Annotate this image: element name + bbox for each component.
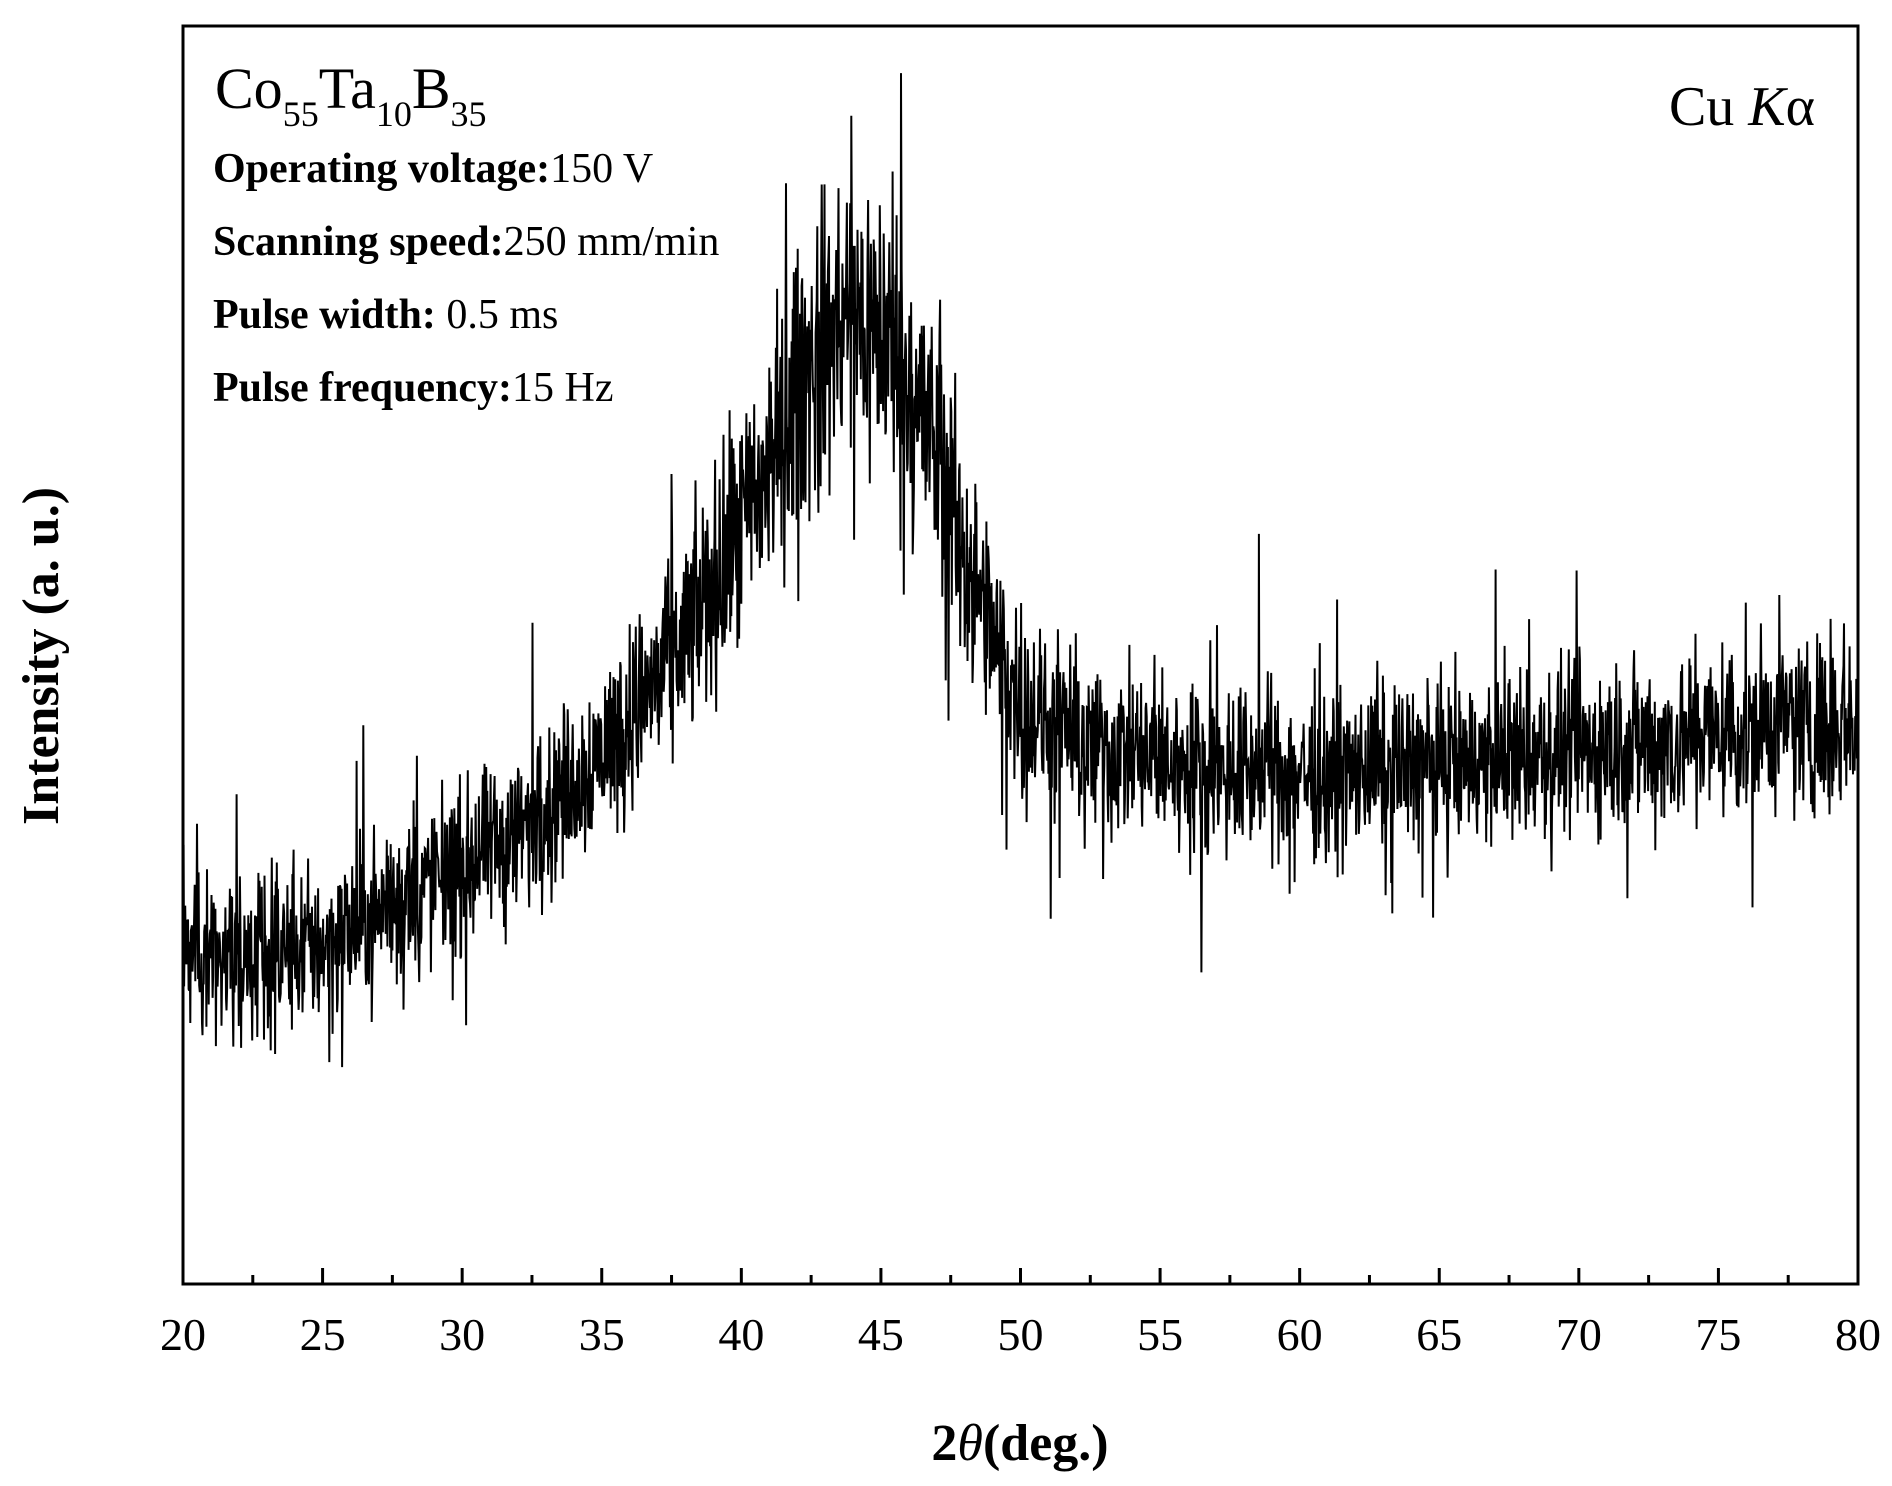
x-tick-label: 25 <box>300 1309 346 1360</box>
param-scanning-speed: Scanning speed:250 mm/min <box>213 219 719 265</box>
param-pulse-width: Pulse width: 0.5 ms <box>213 292 558 338</box>
x-tick-label: 55 <box>1137 1309 1183 1360</box>
y-axis-label: Intensity (a. u.) <box>13 487 70 825</box>
x-tick-label: 75 <box>1695 1309 1741 1360</box>
x-tick-label: 30 <box>439 1309 485 1360</box>
x-tick-label: 35 <box>579 1309 625 1360</box>
param-pulse-frequency: Pulse frequency:15 Hz <box>213 365 614 411</box>
x-tick-label: 80 <box>1835 1309 1881 1360</box>
x-tick-label: 50 <box>998 1309 1044 1360</box>
x-tick-label: 70 <box>1556 1309 1602 1360</box>
x-tick-label: 65 <box>1416 1309 1462 1360</box>
radiation-label: Cu Kα <box>1669 76 1815 138</box>
sample-composition: Co55Ta10B35 <box>215 56 487 134</box>
measurement-params: Operating voltage:150 V Scanning speed:2… <box>213 146 719 411</box>
x-tick-label: 20 <box>160 1309 206 1360</box>
x-axis-tick-labels: 20 25 30 35 40 45 50 55 60 65 70 75 80 <box>160 1309 1881 1360</box>
series-line-xrd-pattern <box>182 73 1859 1068</box>
x-axis-ticks <box>181 1268 1860 1284</box>
x-tick-label: 40 <box>718 1309 764 1360</box>
x-tick-label: 45 <box>858 1309 904 1360</box>
x-tick-label: 60 <box>1277 1309 1323 1360</box>
x-axis-label: 2θ(deg.) <box>931 1415 1108 1472</box>
param-operating-voltage: Operating voltage:150 V <box>213 146 653 192</box>
